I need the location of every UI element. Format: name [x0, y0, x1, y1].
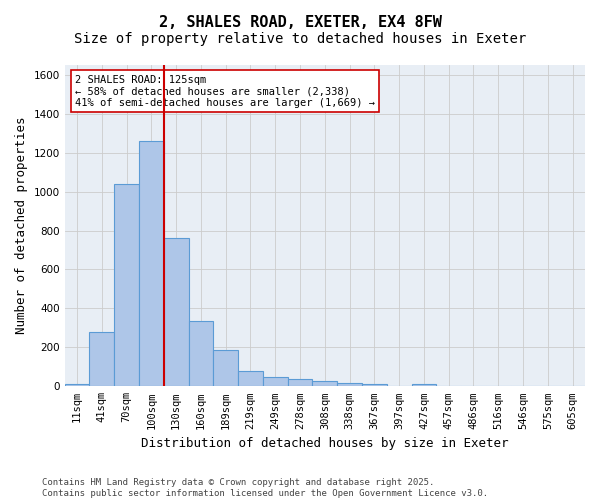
Bar [337, 383, 362, 386]
Bar [287, 380, 313, 386]
Bar [114, 184, 139, 386]
Bar [89, 332, 114, 386]
Text: 2, SHALES ROAD, EXETER, EX4 8FW: 2, SHALES ROAD, EXETER, EX4 8FW [158, 15, 442, 30]
Bar [214, 350, 238, 386]
Bar [164, 238, 188, 386]
Text: 2 SHALES ROAD: 125sqm
← 58% of detached houses are smaller (2,338)
41% of semi-d: 2 SHALES ROAD: 125sqm ← 58% of detached … [75, 74, 375, 108]
Bar [238, 370, 263, 386]
Bar [412, 384, 436, 386]
Bar [263, 376, 287, 386]
Bar [139, 141, 164, 386]
Text: Size of property relative to detached houses in Exeter: Size of property relative to detached ho… [74, 32, 526, 46]
Bar [188, 321, 214, 386]
Bar [362, 384, 387, 386]
X-axis label: Distribution of detached houses by size in Exeter: Distribution of detached houses by size … [141, 437, 509, 450]
Text: Contains HM Land Registry data © Crown copyright and database right 2025.
Contai: Contains HM Land Registry data © Crown c… [42, 478, 488, 498]
Bar [313, 382, 337, 386]
Y-axis label: Number of detached properties: Number of detached properties [15, 117, 28, 334]
Bar [65, 384, 89, 386]
